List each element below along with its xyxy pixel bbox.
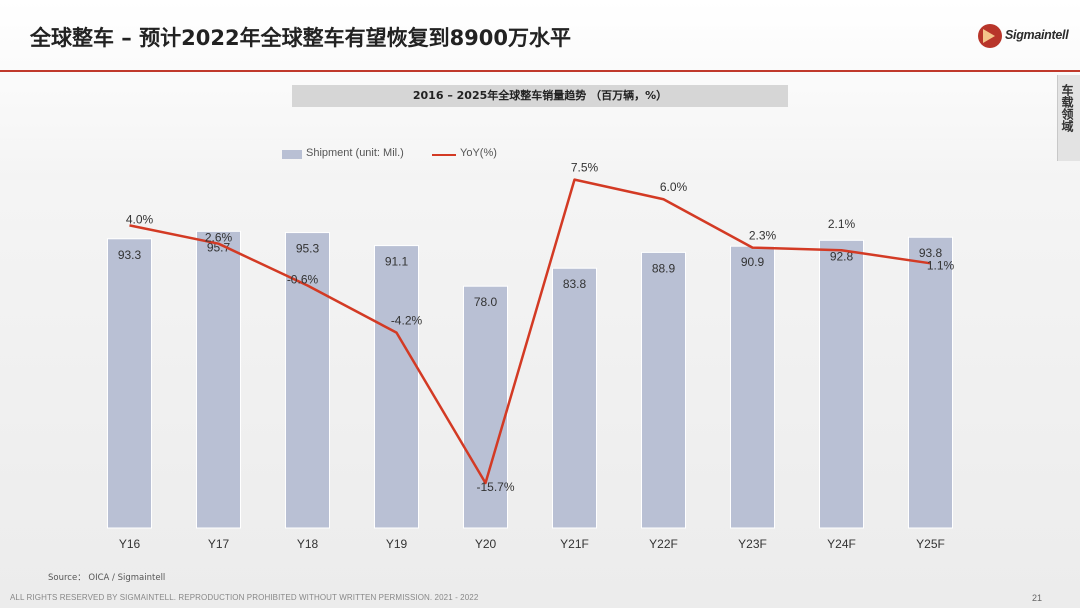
yoy-value-label: -15.7% xyxy=(476,480,514,494)
yoy-value-label: 1.1% xyxy=(927,258,955,272)
legend-swatch-line xyxy=(432,154,456,156)
bar-value-label: 93.3 xyxy=(118,248,142,262)
category-tick-label: Y16 xyxy=(119,537,141,551)
category-tick-label: Y22F xyxy=(649,537,678,551)
yoy-value-label: 2.3% xyxy=(749,229,777,243)
bar xyxy=(819,239,864,529)
series-line-yoy xyxy=(129,178,931,485)
yoy-value-label: 7.5% xyxy=(571,161,599,175)
bar xyxy=(641,251,686,529)
bar xyxy=(730,245,775,529)
legend-label-yoy: YoY(%) xyxy=(460,147,497,159)
bar xyxy=(552,267,597,529)
side-tab[interactable] xyxy=(1057,75,1080,161)
bar xyxy=(463,285,508,529)
category-tick-label: Y21F xyxy=(560,537,589,551)
bar xyxy=(374,245,419,529)
legend-label-shipment: Shipment (unit: Mil.) xyxy=(306,147,404,159)
bar-value-label: 83.8 xyxy=(563,277,587,291)
bar xyxy=(285,232,330,529)
category-tick-label: Y25F xyxy=(916,537,945,551)
bar-value-label: 90.9 xyxy=(741,255,765,269)
bar-value-label: 95.7 xyxy=(207,240,231,254)
bar xyxy=(908,236,953,529)
bar-value-label: 78.0 xyxy=(474,295,498,309)
yoy-value-label: 2.6% xyxy=(205,231,233,245)
bar-value-label: 88.9 xyxy=(652,261,676,275)
category-tick-label: Y18 xyxy=(297,537,319,551)
bar xyxy=(196,230,241,529)
bar xyxy=(107,238,152,529)
chart-title: 2016 – 2025年全球整车销量趋势 （百万辆，%） xyxy=(412,89,668,102)
sigmaintell-logo xyxy=(978,24,1002,48)
bar-value-label: 95.3 xyxy=(296,242,320,256)
copyright-footer: ALL RIGHTS RESERVED BY SIGMAINTELL. REPR… xyxy=(10,593,479,602)
source-note: Source： OICA / Sigmaintell xyxy=(48,573,166,583)
yoy-value-label: -0.6% xyxy=(287,273,319,287)
bar-value-label: 93.8 xyxy=(919,246,943,260)
bar-value-label: 91.1 xyxy=(385,255,409,269)
category-tick-label: Y19 xyxy=(386,537,408,551)
title-divider xyxy=(0,70,1080,72)
page-title: 全球整车 – 预计2022年全球整车有望恢复到8900万水平 xyxy=(30,26,572,50)
page-number: 21 xyxy=(1032,593,1043,603)
legend-swatch-bar xyxy=(282,150,302,159)
yoy-value-label: -4.2% xyxy=(391,314,423,328)
category-tick-label: Y17 xyxy=(208,537,230,551)
yoy-value-label: 4.0% xyxy=(126,212,154,226)
category-tick-label: Y24F xyxy=(827,537,856,551)
category-tick-label: Y20 xyxy=(475,537,497,551)
yoy-value-label: 2.1% xyxy=(828,217,856,231)
category-tick-label: Y23F xyxy=(738,537,767,551)
logo-text: Sigmaintell xyxy=(1005,28,1069,42)
chart-title-box xyxy=(292,85,788,107)
side-tab-label: 车载领域 xyxy=(1060,84,1074,132)
bar-value-label: 92.8 xyxy=(830,249,854,263)
yoy-value-label: 6.0% xyxy=(660,180,688,194)
